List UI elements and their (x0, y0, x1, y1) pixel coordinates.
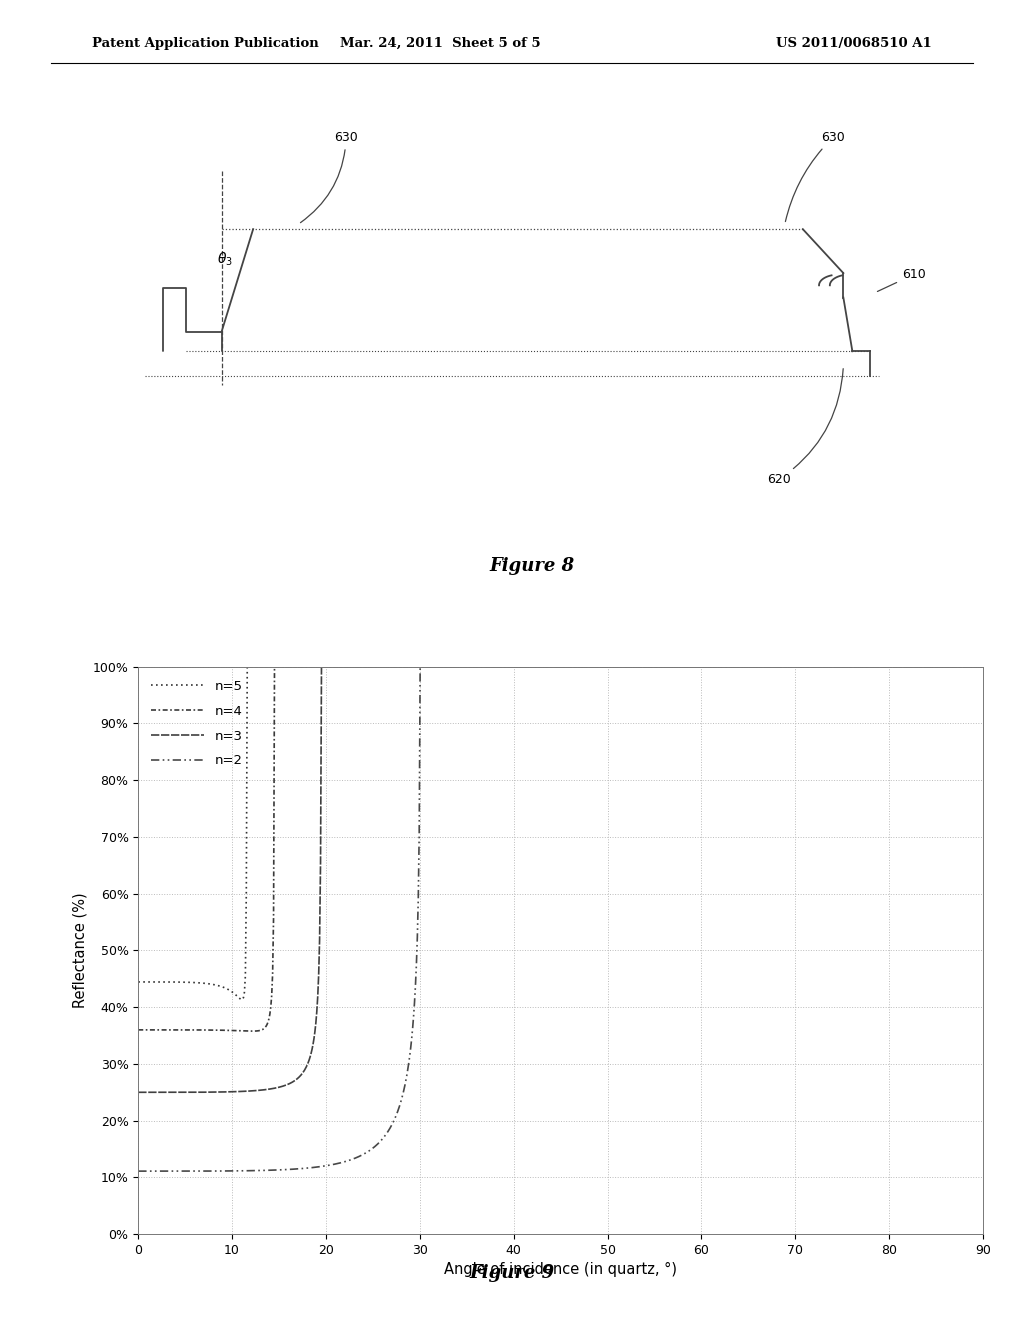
Legend: n=5, n=4, n=3, n=2: n=5, n=4, n=3, n=2 (144, 673, 250, 774)
Text: 620: 620 (767, 368, 843, 486)
Text: $\theta_3$: $\theta_3$ (217, 251, 232, 268)
Text: 630: 630 (785, 131, 845, 222)
Y-axis label: Reflectance (%): Reflectance (%) (72, 892, 87, 1008)
Text: 630: 630 (300, 131, 358, 223)
Text: Figure 9: Figure 9 (469, 1263, 555, 1282)
Text: Patent Application Publication: Patent Application Publication (92, 37, 318, 50)
Text: US 2011/0068510 A1: US 2011/0068510 A1 (776, 37, 932, 50)
X-axis label: Angle of incidence (in quartz, °): Angle of incidence (in quartz, °) (444, 1262, 677, 1278)
Text: Figure 8: Figure 8 (489, 557, 575, 576)
Text: 610: 610 (878, 268, 926, 292)
Text: Mar. 24, 2011  Sheet 5 of 5: Mar. 24, 2011 Sheet 5 of 5 (340, 37, 541, 50)
